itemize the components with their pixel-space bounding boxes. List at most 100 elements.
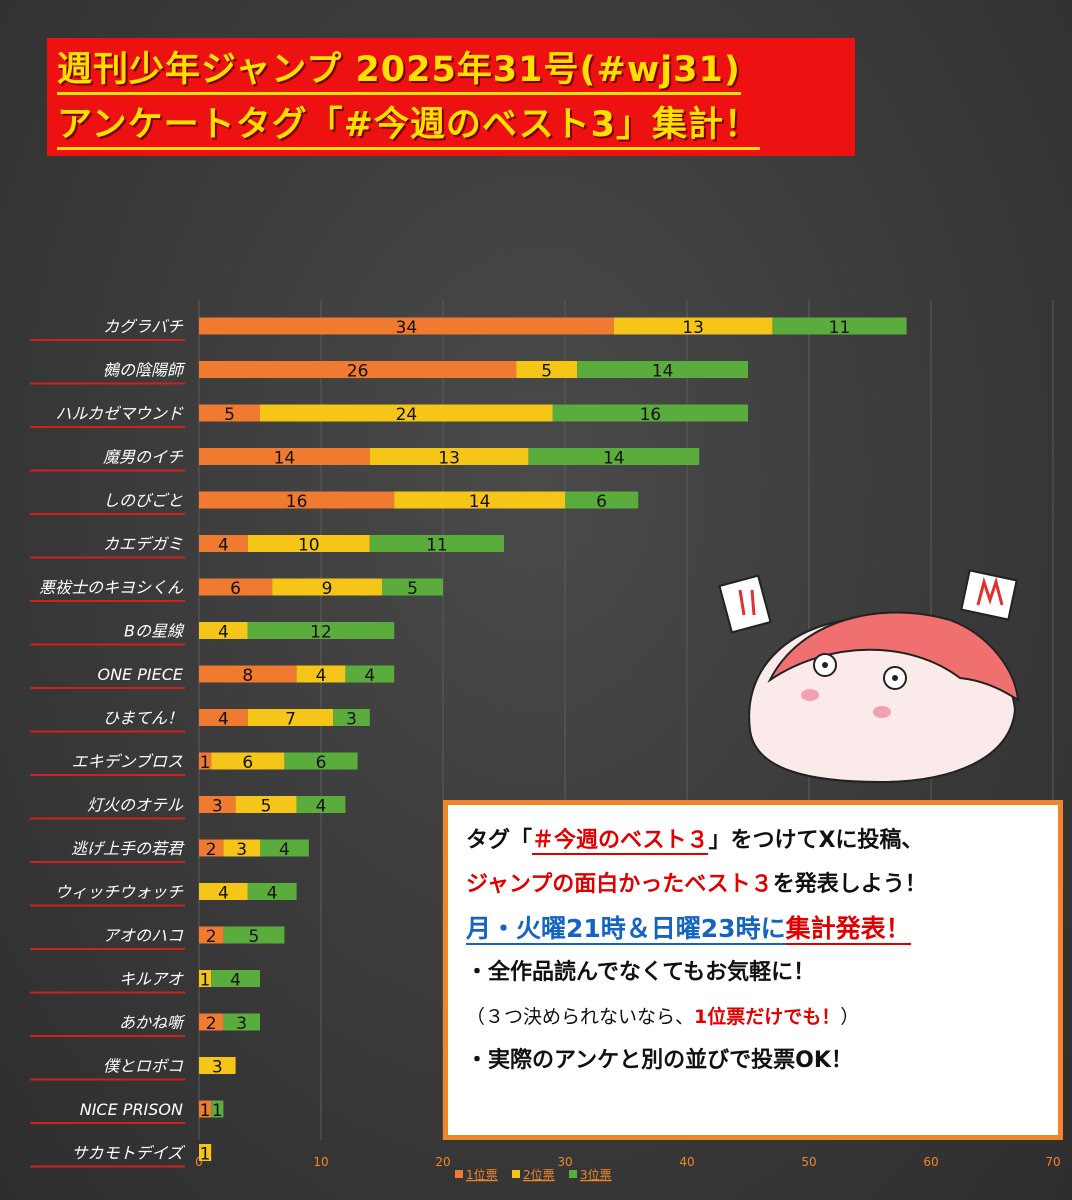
category-label: ハルカゼマウンド xyxy=(55,404,184,423)
info-line-4: ・全作品読んでなくてもお気軽に！ xyxy=(466,960,816,985)
bar-value-label: 1 xyxy=(200,971,211,991)
bar-value-label: 4 xyxy=(218,536,229,556)
legend-swatch xyxy=(569,1170,577,1178)
bar-segment xyxy=(199,535,248,552)
x-tick-label: 50 xyxy=(801,1155,816,1169)
bar-segment xyxy=(199,665,297,683)
bar-value-label: 3 xyxy=(212,797,223,817)
bar-segment xyxy=(211,752,285,770)
bar-value-label: 1 xyxy=(200,753,211,773)
legend-label: 2位票 xyxy=(523,1167,555,1182)
bar-segment xyxy=(199,622,248,639)
info-line-2: ジャンプの面白かったベスト３を発表しよう！ xyxy=(466,872,927,897)
bar-value-label: 5 xyxy=(248,927,259,947)
bar-value-label: 5 xyxy=(261,797,272,817)
title-line-2: アンケートタグ「#今週のベスト3」集計！ xyxy=(57,103,760,150)
x-tick-label: 20 xyxy=(435,1155,450,1169)
bar-segment xyxy=(199,796,236,813)
bar-segment xyxy=(199,1057,236,1074)
category-label: 魔男のイチ xyxy=(103,448,184,467)
legend-swatch xyxy=(455,1170,463,1178)
category-label: Bの星線 xyxy=(124,622,185,641)
bar-value-label: 16 xyxy=(286,492,308,512)
bar-value-label: 2 xyxy=(206,927,217,947)
bar-value-label: 4 xyxy=(230,971,241,991)
bar-value-label: 13 xyxy=(682,318,704,338)
bar-segment xyxy=(552,404,748,422)
bar-value-label: 3 xyxy=(236,840,247,860)
info-line-5: （３つ決められないなら、1位票だけでも！） xyxy=(466,1006,860,1028)
bar-segment xyxy=(369,448,529,465)
x-tick-label: 40 xyxy=(679,1155,694,1169)
mascot-illustration xyxy=(718,569,1020,784)
bar-value-label: 4 xyxy=(364,666,375,686)
legend-swatch xyxy=(512,1170,520,1178)
bar-value-label: 5 xyxy=(224,405,235,425)
category-label: アオのハコ xyxy=(103,926,184,945)
bar-value-label: 16 xyxy=(640,405,662,425)
bar-value-label: 14 xyxy=(274,449,296,469)
bar-value-label: 5 xyxy=(407,579,418,599)
category-label: NICE PRISON xyxy=(80,1100,183,1119)
title-line-1: 週刊少年ジャンプ 2025年31号(#wj31) xyxy=(57,48,741,95)
bar-segment xyxy=(199,752,212,770)
bar-value-label: 1 xyxy=(200,1145,211,1165)
category-label: 逃げ上手の若君 xyxy=(71,839,185,858)
bar-value-label: 6 xyxy=(242,753,253,773)
x-tick-label: 70 xyxy=(1045,1155,1060,1169)
bar-segment xyxy=(223,839,260,857)
bar-value-label: 11 xyxy=(829,318,851,338)
bar-value-label: 4 xyxy=(218,884,229,904)
bar-segment xyxy=(199,317,614,335)
bar-value-label: 14 xyxy=(469,492,491,512)
category-label: エキデンブロス xyxy=(71,752,183,771)
bar-segment xyxy=(284,752,358,770)
x-tick-label: 30 xyxy=(557,1155,572,1169)
bar-segment xyxy=(199,709,248,726)
bar-segment xyxy=(199,883,248,900)
bar-segment xyxy=(382,578,443,596)
bar-value-label: 6 xyxy=(230,579,241,599)
mascot-flag-right xyxy=(960,569,1018,621)
info-line-1: タグ「＃今週のベスト３」をつけてXに投稿、 xyxy=(466,828,924,855)
bar-value-label: 9 xyxy=(322,579,333,599)
bar-segment xyxy=(235,796,297,813)
bar-value-label: 14 xyxy=(603,449,625,469)
category-label: あかね噺 xyxy=(119,1013,186,1032)
bar-value-label: 4 xyxy=(218,623,229,643)
bar-segment xyxy=(211,970,260,987)
bar-segment xyxy=(296,665,346,683)
bar-segment xyxy=(199,448,370,465)
bar-segment xyxy=(394,491,565,509)
bar-value-label: 6 xyxy=(316,753,327,773)
bar-segment xyxy=(199,970,212,987)
bar-value-label: 13 xyxy=(438,449,460,469)
category-label: 鵺の陰陽師 xyxy=(103,361,186,380)
category-label: カグラバチ xyxy=(103,317,184,336)
category-label: ひまてん！ xyxy=(103,709,183,728)
bar-segment xyxy=(199,1013,224,1031)
category-label: キルアオ xyxy=(119,970,184,989)
category-label: ONE PIECE xyxy=(97,665,183,684)
info-line-6: ・実際のアンケと別の並びで投票OK！ xyxy=(466,1048,853,1073)
bar-value-label: 3 xyxy=(346,710,357,730)
bar-segment xyxy=(613,317,773,335)
bar-segment xyxy=(369,535,504,552)
bar-value-label: 7 xyxy=(285,710,296,730)
bar-value-label: 3 xyxy=(236,1014,247,1034)
bar-value-label: 1 xyxy=(212,1101,223,1121)
x-tick-label: 60 xyxy=(923,1155,938,1169)
bar-segment xyxy=(199,926,224,944)
category-label: 悪祓士のキヨシくん xyxy=(39,578,184,597)
bar-value-label: 4 xyxy=(316,797,327,817)
info-line-3: 月・火曜21時＆日曜23時に集計発表！ xyxy=(466,914,911,945)
bar-segment xyxy=(223,1013,260,1031)
bar-value-label: 2 xyxy=(206,1014,217,1034)
bar-segment xyxy=(528,448,700,465)
bar-segment xyxy=(296,796,346,813)
mascot-flag-left xyxy=(718,574,772,634)
bar-segment xyxy=(565,491,639,509)
bar-segment xyxy=(260,404,553,422)
bar-value-label: 8 xyxy=(242,666,253,686)
